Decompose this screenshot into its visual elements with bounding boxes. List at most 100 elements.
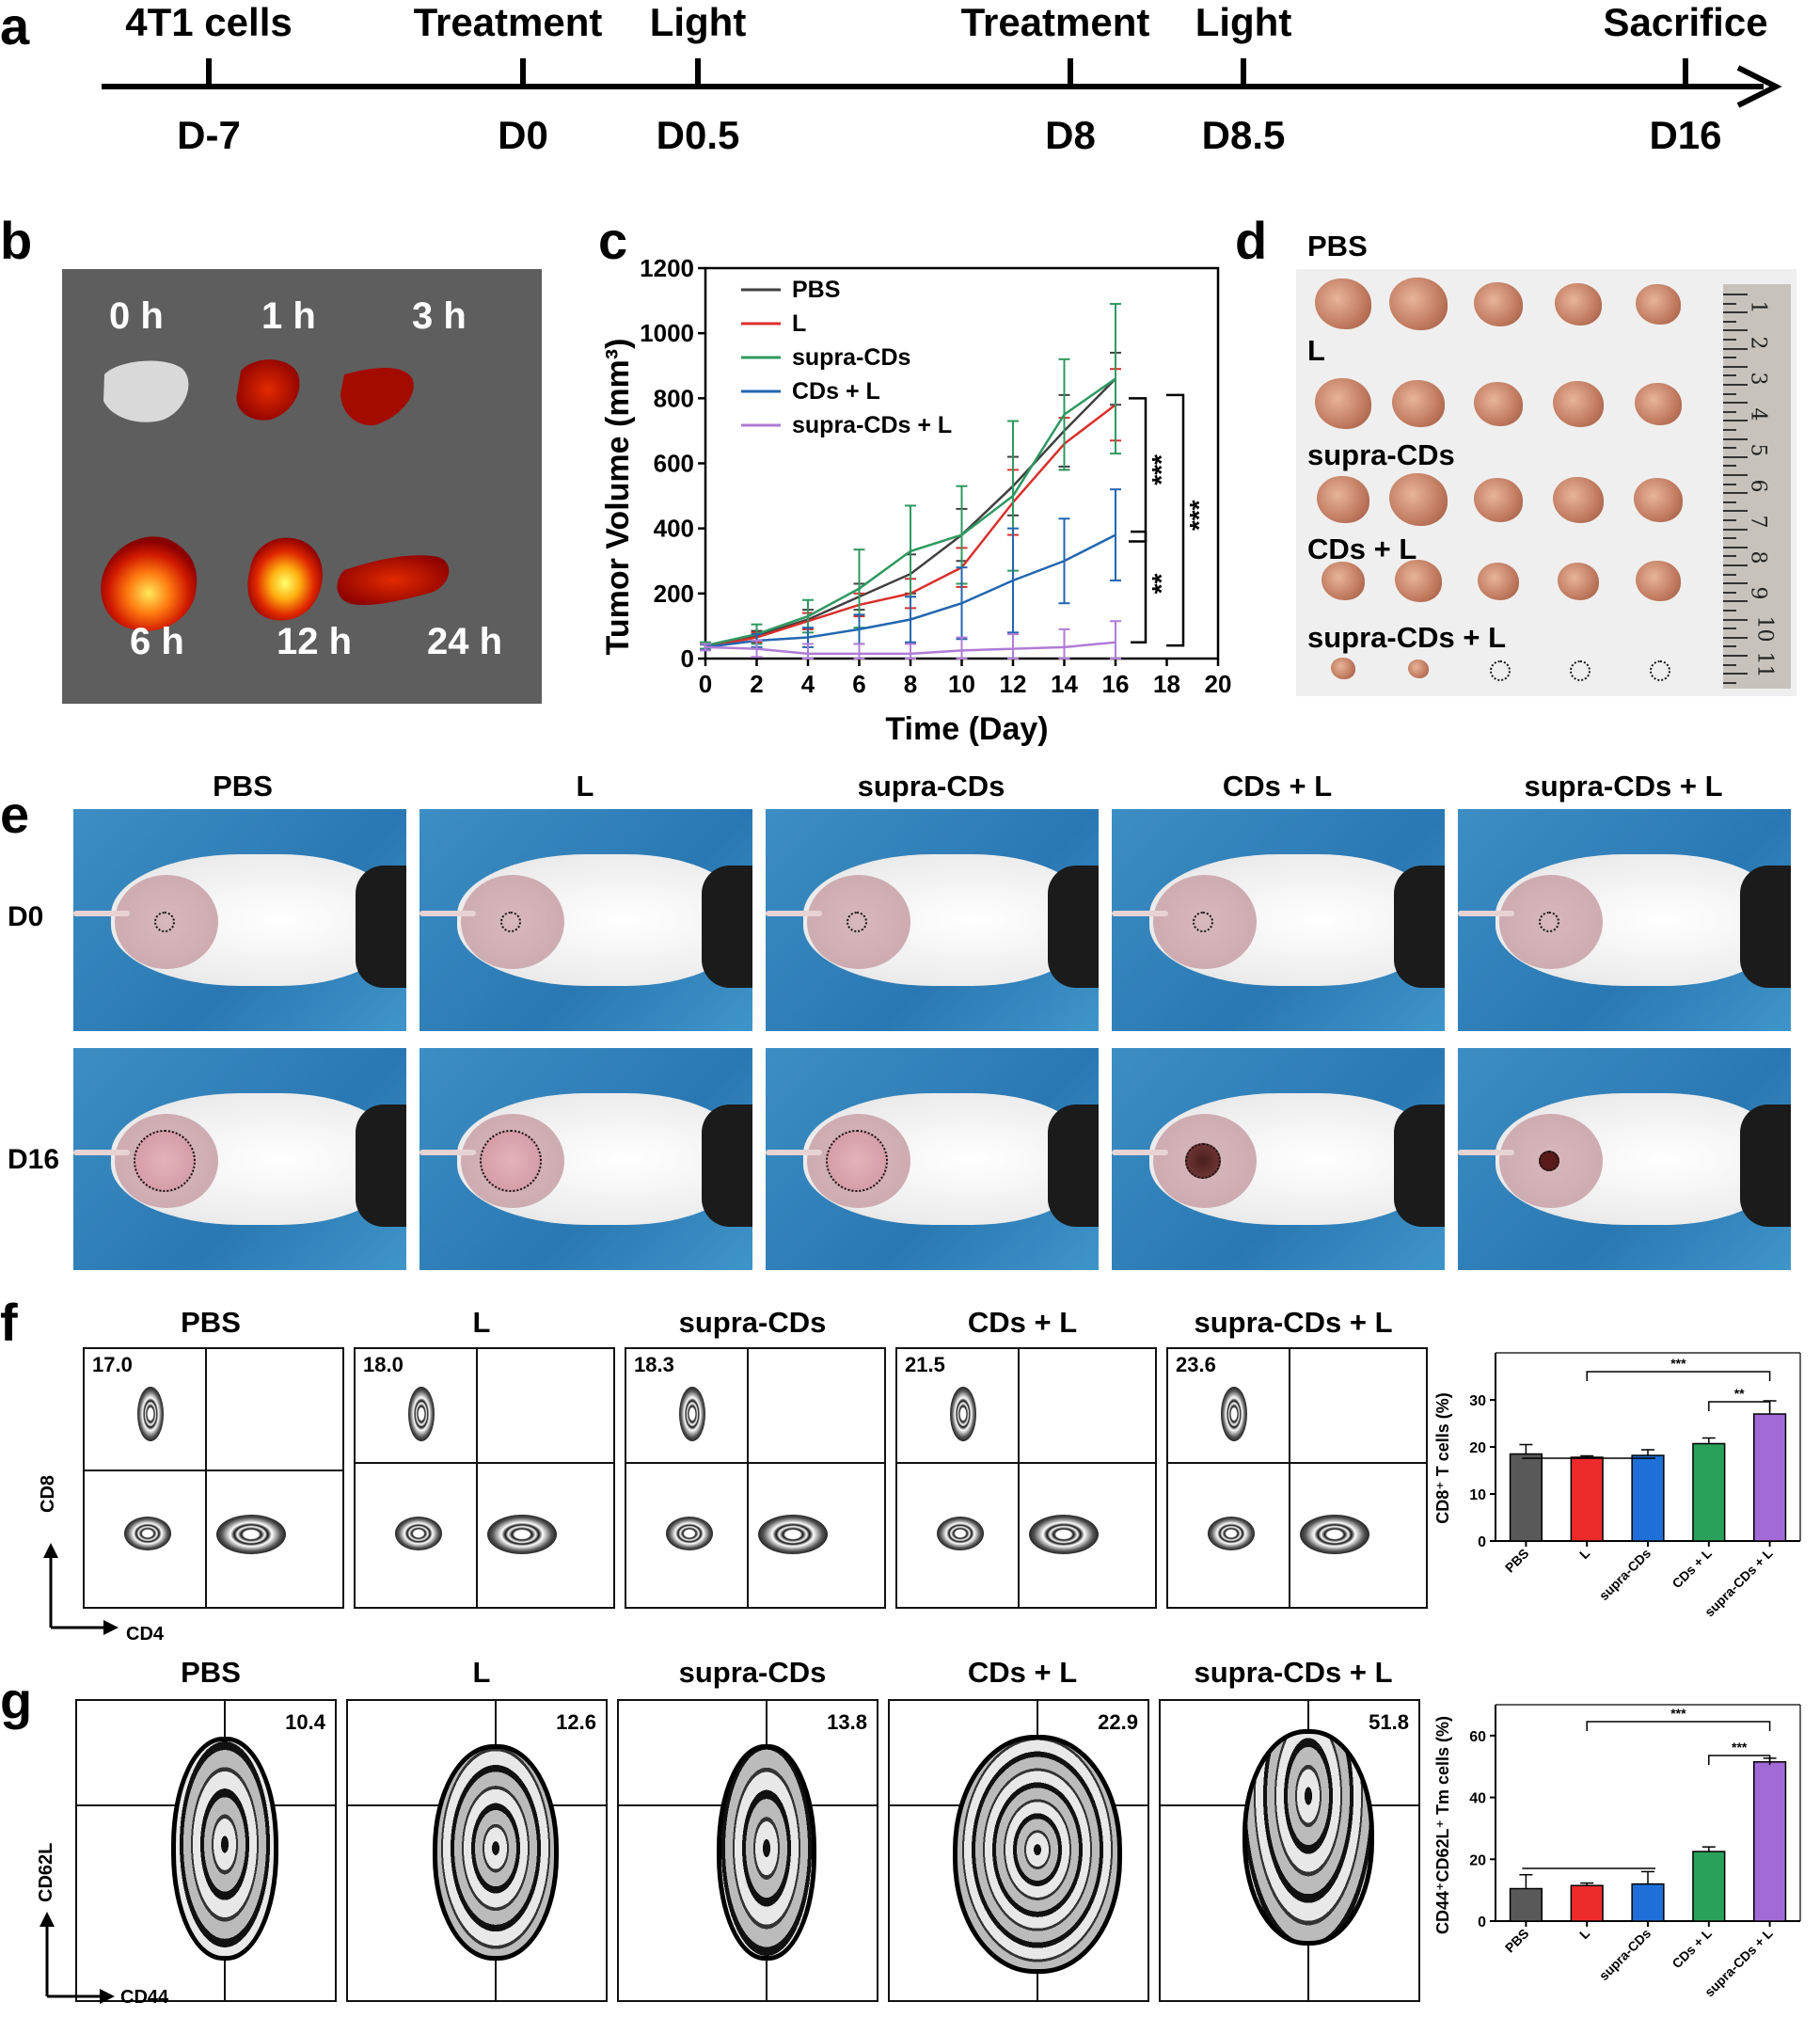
quadrant-gate-h xyxy=(890,1804,1147,1806)
bracket xyxy=(1131,530,1147,644)
tumor xyxy=(1478,563,1519,600)
ruler-tick xyxy=(1723,483,1736,485)
y-tick-label: 30 xyxy=(1469,1393,1486,1409)
flow-plot-cd8: 21.5 xyxy=(895,1347,1157,1609)
cell-population xyxy=(1300,1515,1369,1554)
mouse-tail xyxy=(419,911,476,916)
nose-cone xyxy=(356,1104,406,1227)
cell-population xyxy=(679,1387,705,1441)
axis-arrows-cd8-cd4 xyxy=(43,1543,119,1635)
flow-title: L xyxy=(472,1656,491,1689)
cd8-percentage: 18.0 xyxy=(363,1353,404,1376)
ruler-tick xyxy=(1723,302,1736,305)
ruler: 1 2 3 4 5 6 7 8 9 10 11 xyxy=(1723,284,1791,689)
ruler-tick xyxy=(1723,402,1748,405)
mouse-body xyxy=(457,1093,739,1225)
quadrant-gate-h xyxy=(356,1462,613,1464)
mouse-photo xyxy=(766,1048,1099,1270)
ruler-number: 7 xyxy=(1746,515,1770,529)
tumor xyxy=(1555,283,1602,326)
ruler-tick xyxy=(1723,555,1736,558)
significance-mark: *** xyxy=(1147,454,1176,485)
mouse-tail xyxy=(766,911,822,916)
y-axis-label-cd62l: CD62L xyxy=(36,1842,56,1902)
y-axis-label-cd8: CD8 xyxy=(38,1474,58,1513)
mouse-body xyxy=(111,1093,393,1225)
ruler-tick xyxy=(1723,528,1748,531)
group-title: CDs + L xyxy=(1222,770,1333,802)
timeline-event-top: Light xyxy=(649,0,747,44)
y-tick-label: 40 xyxy=(1469,1791,1486,1807)
panel-label-d: d xyxy=(1235,211,1268,270)
nose-cone xyxy=(1394,1104,1445,1227)
significance-mark: ** xyxy=(1147,573,1176,594)
row-label-day: D0 xyxy=(8,901,44,932)
mouse-photo xyxy=(1458,809,1791,1031)
tumor-outline xyxy=(1539,912,1559,932)
tumor xyxy=(1392,380,1445,428)
bracket xyxy=(1586,1721,1771,1731)
timeline-event-top: Light xyxy=(1195,0,1292,44)
flow-plot-cd8: 23.6 xyxy=(1166,1347,1428,1609)
panel-label-e: e xyxy=(0,785,30,844)
cell-population xyxy=(950,1387,976,1441)
panel-label-b: b xyxy=(0,211,33,270)
bar xyxy=(1509,1453,1543,1542)
x-tick-label: PBS xyxy=(1502,1926,1532,1956)
y-tick-label: 1200 xyxy=(640,254,694,282)
group-title: supra-CDs xyxy=(857,770,1005,802)
tumor xyxy=(1321,562,1365,601)
mouse-photo xyxy=(73,1048,406,1270)
y-tick-label: 20 xyxy=(1469,1852,1486,1868)
timeline-event-top: 4T1 cells xyxy=(125,0,293,44)
flow-title: supra-CDs xyxy=(678,1656,827,1689)
x-tick-label: 2 xyxy=(750,670,763,698)
y-tick-label: 600 xyxy=(654,450,694,478)
ruler-tick xyxy=(1723,357,1736,359)
mouse-body xyxy=(1149,1093,1432,1225)
mouse-tail xyxy=(419,1150,476,1155)
bar xyxy=(1570,1884,1604,1922)
ruler-tick xyxy=(1723,339,1736,341)
x-tick-label: supra-CDs xyxy=(1596,1926,1654,1984)
mouse-photo xyxy=(1112,1048,1445,1270)
ruler-number: 11 xyxy=(1752,651,1777,678)
ruler-tick xyxy=(1723,546,1748,548)
shaved-area xyxy=(461,1114,564,1208)
cd8-percentage: 21.5 xyxy=(905,1353,945,1376)
x-tick-label: CDs + L xyxy=(1669,1545,1715,1591)
shaved-area xyxy=(461,875,564,969)
group-title: supra-CDs + L xyxy=(1524,770,1723,802)
tumor xyxy=(1553,381,1604,427)
tumor-photo: 1 2 3 4 5 6 7 8 9 10 11 xyxy=(1296,269,1796,696)
mouse-photo xyxy=(766,809,1099,1031)
timeline-day: D0.5 xyxy=(656,113,740,157)
ruler-tick xyxy=(1723,392,1736,395)
ruler-tick xyxy=(1723,628,1736,630)
tumor-group-label: PBS xyxy=(1307,230,1368,262)
shaved-area xyxy=(115,1114,218,1208)
ruler-tick xyxy=(1723,663,1736,666)
x-axis-label-cd44: CD44 xyxy=(120,1987,169,2008)
x-tick-label: 6 xyxy=(852,670,865,698)
bar xyxy=(1631,1454,1665,1542)
ruler-tick xyxy=(1723,410,1736,413)
nose-cone xyxy=(702,1104,752,1227)
tumor xyxy=(1634,478,1683,522)
mouse-photo xyxy=(419,809,752,1031)
time-label: 0 h xyxy=(109,295,164,337)
tumor xyxy=(1389,473,1448,526)
x-tick-label: L xyxy=(1576,1545,1593,1562)
ruler-tick xyxy=(1723,618,1748,621)
ruler-tick xyxy=(1723,465,1736,468)
x-tick-label: 12 xyxy=(1000,670,1027,698)
cell-population xyxy=(953,1735,1122,1974)
x-tick-label: 18 xyxy=(1153,670,1180,698)
cd8-percentage: 17.0 xyxy=(92,1353,133,1376)
bracket xyxy=(1166,393,1185,647)
ruler-tick xyxy=(1723,673,1748,675)
y-tick-label: 400 xyxy=(654,515,694,543)
time-label: 24 h xyxy=(427,621,503,662)
nose-cone xyxy=(356,866,406,988)
